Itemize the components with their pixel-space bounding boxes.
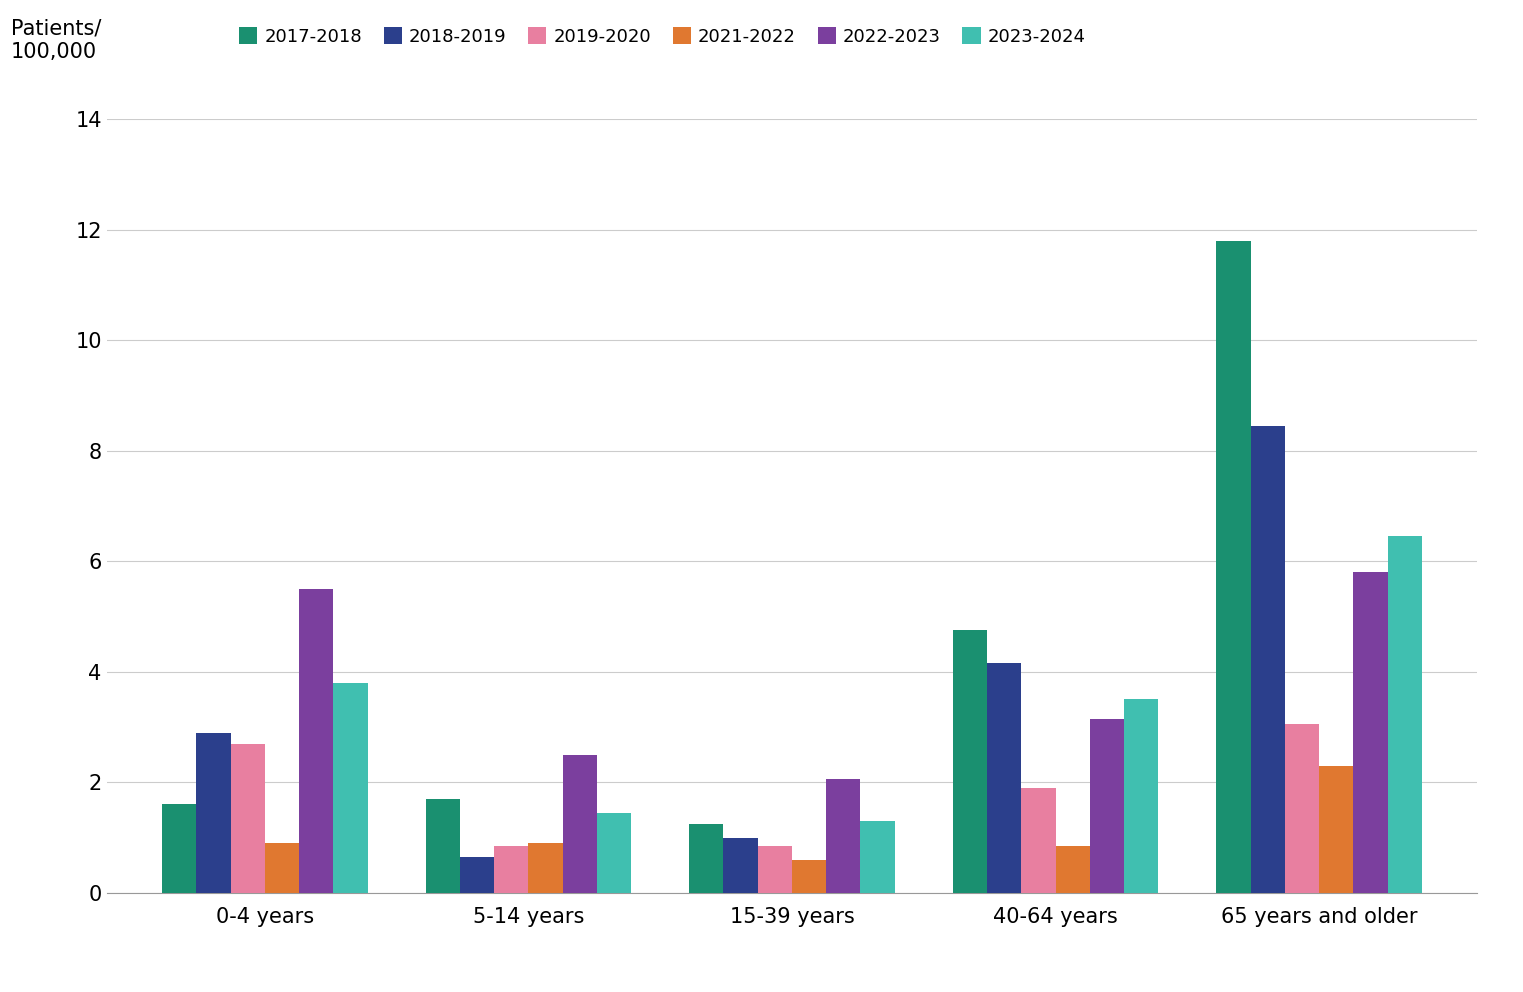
Bar <box>230 744 265 893</box>
Bar <box>334 682 367 893</box>
Bar <box>723 837 757 893</box>
Bar <box>493 846 528 893</box>
Bar <box>1319 766 1354 893</box>
Text: Patients/
100,000: Patients/ 100,000 <box>11 19 101 62</box>
Bar <box>1124 699 1159 893</box>
Bar <box>792 860 825 893</box>
Bar <box>987 664 1022 893</box>
Bar <box>1387 537 1422 893</box>
Bar <box>758 846 792 893</box>
Bar <box>528 843 562 893</box>
Bar <box>953 630 987 893</box>
Bar <box>196 732 230 893</box>
Bar <box>425 799 460 893</box>
Bar <box>161 805 196 893</box>
Bar <box>460 857 493 893</box>
Bar <box>1022 788 1055 893</box>
Bar <box>1285 724 1319 893</box>
Bar <box>265 843 299 893</box>
Bar <box>1055 846 1090 893</box>
Bar <box>860 821 896 893</box>
Bar <box>1354 572 1387 893</box>
Bar <box>562 755 597 893</box>
Bar <box>1090 718 1124 893</box>
Bar <box>688 823 723 893</box>
Legend: 2017-2018, 2018-2019, 2019-2020, 2021-2022, 2022-2023, 2023-2024: 2017-2018, 2018-2019, 2019-2020, 2021-20… <box>239 28 1086 46</box>
Bar <box>825 780 860 893</box>
Bar <box>299 589 334 893</box>
Bar <box>597 812 631 893</box>
Bar <box>1250 426 1285 893</box>
Bar <box>1217 241 1250 893</box>
